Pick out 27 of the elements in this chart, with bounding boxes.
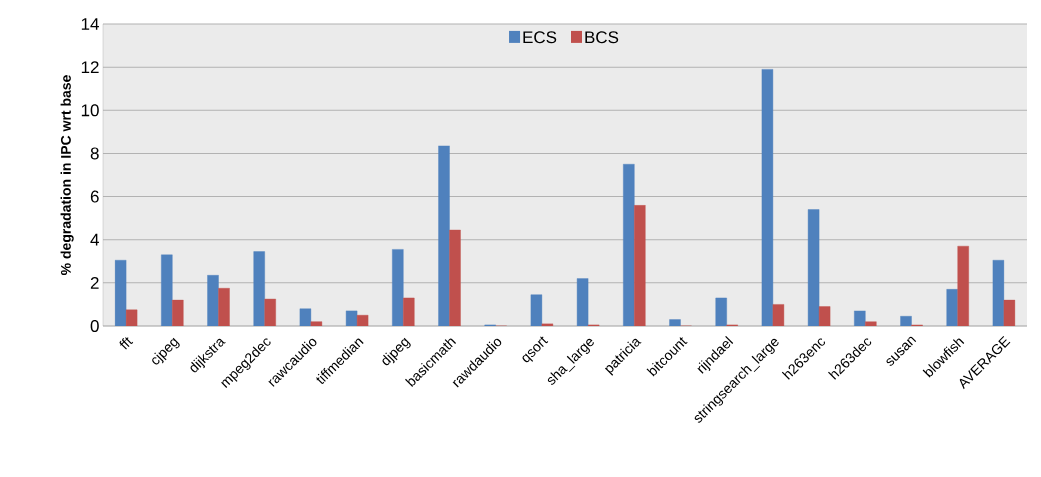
legend-label: ECS [523,31,557,44]
bar [818,306,831,326]
legend-label: BCS [585,31,619,44]
y-tick-label: 6 [90,190,99,203]
bar [310,321,323,326]
bar [772,304,785,326]
bar [957,245,969,326]
y-tick-label: 2 [90,276,99,289]
bar [541,323,554,326]
bar [449,229,461,326]
y-tick-label: 4 [90,233,99,246]
y-tick-label: 12 [81,61,99,74]
x-tick-label: fft [119,337,134,350]
bar [172,299,184,326]
y-tick-label: 10 [81,104,99,117]
bar [125,309,138,326]
bar [634,205,646,326]
bar [218,288,230,326]
y-axis-title: % degradation in IPC wrt base [60,75,74,276]
y-tick-label: 8 [90,147,99,160]
y-tick-label: 14 [81,18,99,30]
bar [403,297,415,326]
bar [865,321,877,326]
bar [356,315,369,326]
y-tick-label: 0 [90,319,99,333]
bar [264,298,276,326]
bar [1003,299,1016,326]
